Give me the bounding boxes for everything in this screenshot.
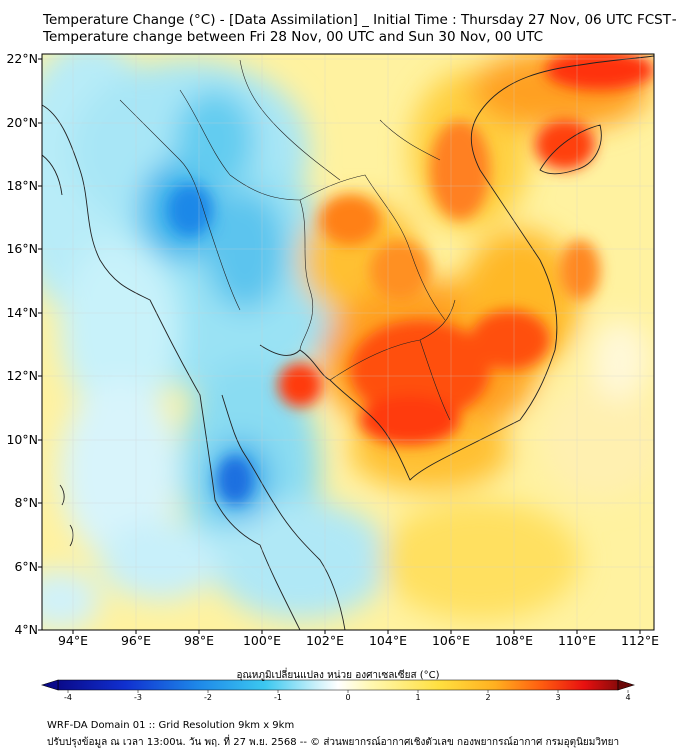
coastlines bbox=[42, 55, 654, 630]
lat-label: 20°N bbox=[6, 115, 38, 130]
temperature-field bbox=[42, 54, 654, 630]
colorbar-tick: 1 bbox=[415, 693, 421, 702]
lon-label: 110°E bbox=[557, 633, 596, 648]
lon-label: 94°E bbox=[57, 633, 89, 648]
lon-label: 102°E bbox=[305, 633, 344, 648]
colorbar bbox=[40, 679, 636, 693]
footer-model-info: WRF-DA Domain 01 :: Grid Resolution 9km … bbox=[47, 720, 295, 731]
footer-credit: ปรับปรุงข้อมูล ณ เวลา 13:00น. วัน พฤ. ที… bbox=[47, 737, 620, 748]
lat-label: 6°N bbox=[14, 559, 38, 574]
lon-label: 104°E bbox=[368, 633, 407, 648]
lon-label: 100°E bbox=[242, 633, 281, 648]
lon-label: 98°E bbox=[183, 633, 215, 648]
country-borders bbox=[119, 59, 456, 421]
lat-label: 10°N bbox=[6, 432, 38, 447]
lon-label: 112°E bbox=[620, 633, 659, 648]
colorbar-tick: 3 bbox=[555, 693, 561, 702]
colorbar-tick: -3 bbox=[134, 693, 142, 702]
lon-label: 106°E bbox=[431, 633, 470, 648]
map-subtitle: Temperature change between Fri 28 Nov, 0… bbox=[43, 29, 544, 45]
lat-label: 18°N bbox=[6, 178, 38, 193]
map-title: Temperature Change (°C) - [Data Assimila… bbox=[43, 12, 676, 28]
graticule bbox=[42, 54, 654, 630]
colorbar-tick: 4 bbox=[625, 693, 631, 702]
colorbar-tick: 2 bbox=[485, 693, 491, 702]
lat-label: 14°N bbox=[6, 305, 38, 320]
lat-label: 8°N bbox=[14, 495, 38, 510]
colorbar-tick: -4 bbox=[64, 693, 72, 702]
colorbar-tick: 0 bbox=[345, 693, 351, 702]
colorbar-label: อุณหภูมิเปลี่ยนแปลง หน่วย องศาเซลเซียส (… bbox=[236, 670, 440, 681]
lat-label: 22°N bbox=[6, 51, 38, 66]
lat-label: 4°N bbox=[14, 622, 38, 637]
lat-label: 16°N bbox=[6, 241, 38, 256]
lat-label: 12°N bbox=[6, 368, 38, 383]
colorbar-tick: -2 bbox=[204, 693, 212, 702]
lon-label: 108°E bbox=[494, 633, 533, 648]
map-frame bbox=[41, 53, 655, 631]
colorbar-tick: -1 bbox=[274, 693, 282, 702]
lon-label: 96°E bbox=[120, 633, 152, 648]
